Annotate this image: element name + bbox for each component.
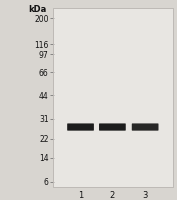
- Text: 14: 14: [39, 154, 49, 162]
- FancyBboxPatch shape: [99, 124, 126, 131]
- Text: 2: 2: [110, 191, 115, 199]
- Text: 3: 3: [142, 191, 148, 199]
- Text: 200: 200: [34, 15, 49, 23]
- Text: 44: 44: [39, 92, 49, 100]
- FancyBboxPatch shape: [67, 124, 94, 131]
- FancyBboxPatch shape: [132, 124, 159, 131]
- Text: kDa: kDa: [28, 5, 46, 14]
- Bar: [53, 9, 173, 187]
- Text: 1: 1: [78, 191, 83, 199]
- Text: 22: 22: [39, 135, 49, 143]
- Text: 66: 66: [39, 69, 49, 77]
- Text: 31: 31: [39, 115, 49, 123]
- Text: 116: 116: [34, 41, 49, 49]
- Text: 6: 6: [44, 178, 49, 186]
- Text: 97: 97: [39, 51, 49, 59]
